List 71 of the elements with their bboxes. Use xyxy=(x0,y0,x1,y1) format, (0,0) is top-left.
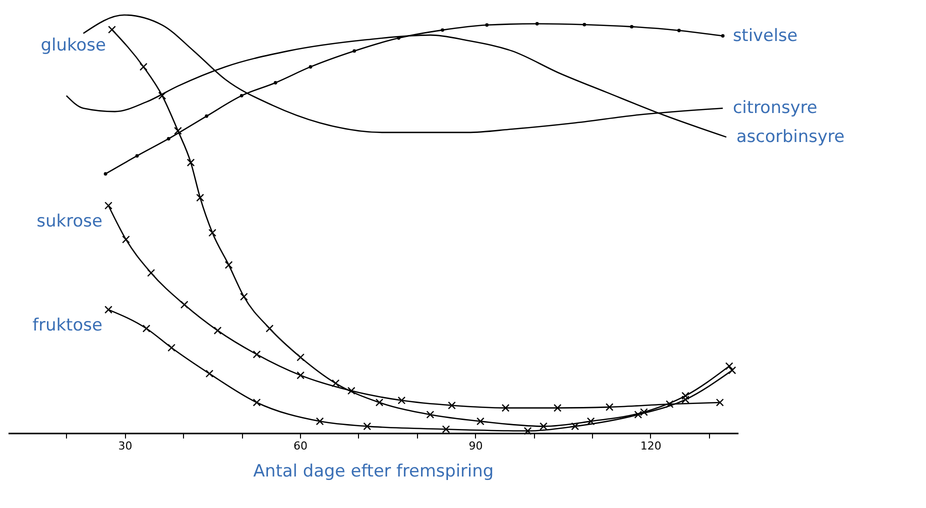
point xyxy=(166,137,170,140)
series-label: sukrose xyxy=(36,212,102,232)
point xyxy=(104,306,112,314)
series-label: citronsyre xyxy=(732,98,818,118)
point xyxy=(142,324,150,332)
point xyxy=(122,236,130,244)
point xyxy=(540,422,548,430)
point xyxy=(214,326,222,335)
point xyxy=(252,350,261,358)
point xyxy=(426,410,434,419)
point xyxy=(224,261,233,269)
point xyxy=(375,398,384,406)
point xyxy=(440,28,444,32)
x-tick-label: 60 xyxy=(294,440,308,452)
point xyxy=(716,398,724,406)
point xyxy=(524,426,532,435)
point xyxy=(168,344,176,352)
point xyxy=(725,362,734,370)
point xyxy=(240,94,244,98)
point xyxy=(252,398,261,406)
point xyxy=(332,379,340,388)
point xyxy=(308,65,312,69)
point xyxy=(721,34,725,38)
point xyxy=(586,417,595,426)
point xyxy=(186,158,195,167)
point xyxy=(174,126,182,135)
point xyxy=(158,92,166,100)
point xyxy=(274,80,278,84)
point xyxy=(398,396,406,404)
point xyxy=(363,422,372,430)
point xyxy=(147,268,156,277)
point xyxy=(681,392,690,400)
point xyxy=(606,403,614,412)
point xyxy=(476,417,484,426)
point xyxy=(630,24,634,28)
point xyxy=(666,400,674,408)
point xyxy=(135,154,139,158)
x-tick-label: 30 xyxy=(118,440,132,452)
point xyxy=(104,202,112,210)
series-label: stivelse xyxy=(732,26,798,46)
x-axis-title: Antal dage efter fremspiring xyxy=(253,462,494,482)
series-label: glukose xyxy=(40,36,106,56)
point xyxy=(208,228,216,237)
x-tick-label: 90 xyxy=(468,440,483,452)
point xyxy=(582,22,586,26)
point xyxy=(554,404,562,412)
series-label: fruktose xyxy=(32,316,102,336)
point xyxy=(502,404,510,412)
point xyxy=(571,422,580,430)
point xyxy=(352,49,356,53)
point xyxy=(240,292,248,301)
point xyxy=(296,353,305,362)
point xyxy=(104,172,108,176)
x-tick-label: 120 xyxy=(640,440,662,452)
point xyxy=(681,396,690,404)
point xyxy=(442,425,450,434)
point xyxy=(448,401,456,410)
point xyxy=(485,23,489,27)
point xyxy=(140,62,148,71)
point xyxy=(108,26,116,34)
point xyxy=(180,300,188,309)
point xyxy=(535,22,539,26)
point xyxy=(677,28,681,32)
point xyxy=(204,114,208,118)
point xyxy=(196,194,204,202)
series-label: ascorbinsyre xyxy=(736,127,845,148)
point xyxy=(296,371,305,380)
point xyxy=(206,370,214,378)
point xyxy=(266,324,274,332)
point xyxy=(347,386,356,395)
point xyxy=(316,417,324,426)
